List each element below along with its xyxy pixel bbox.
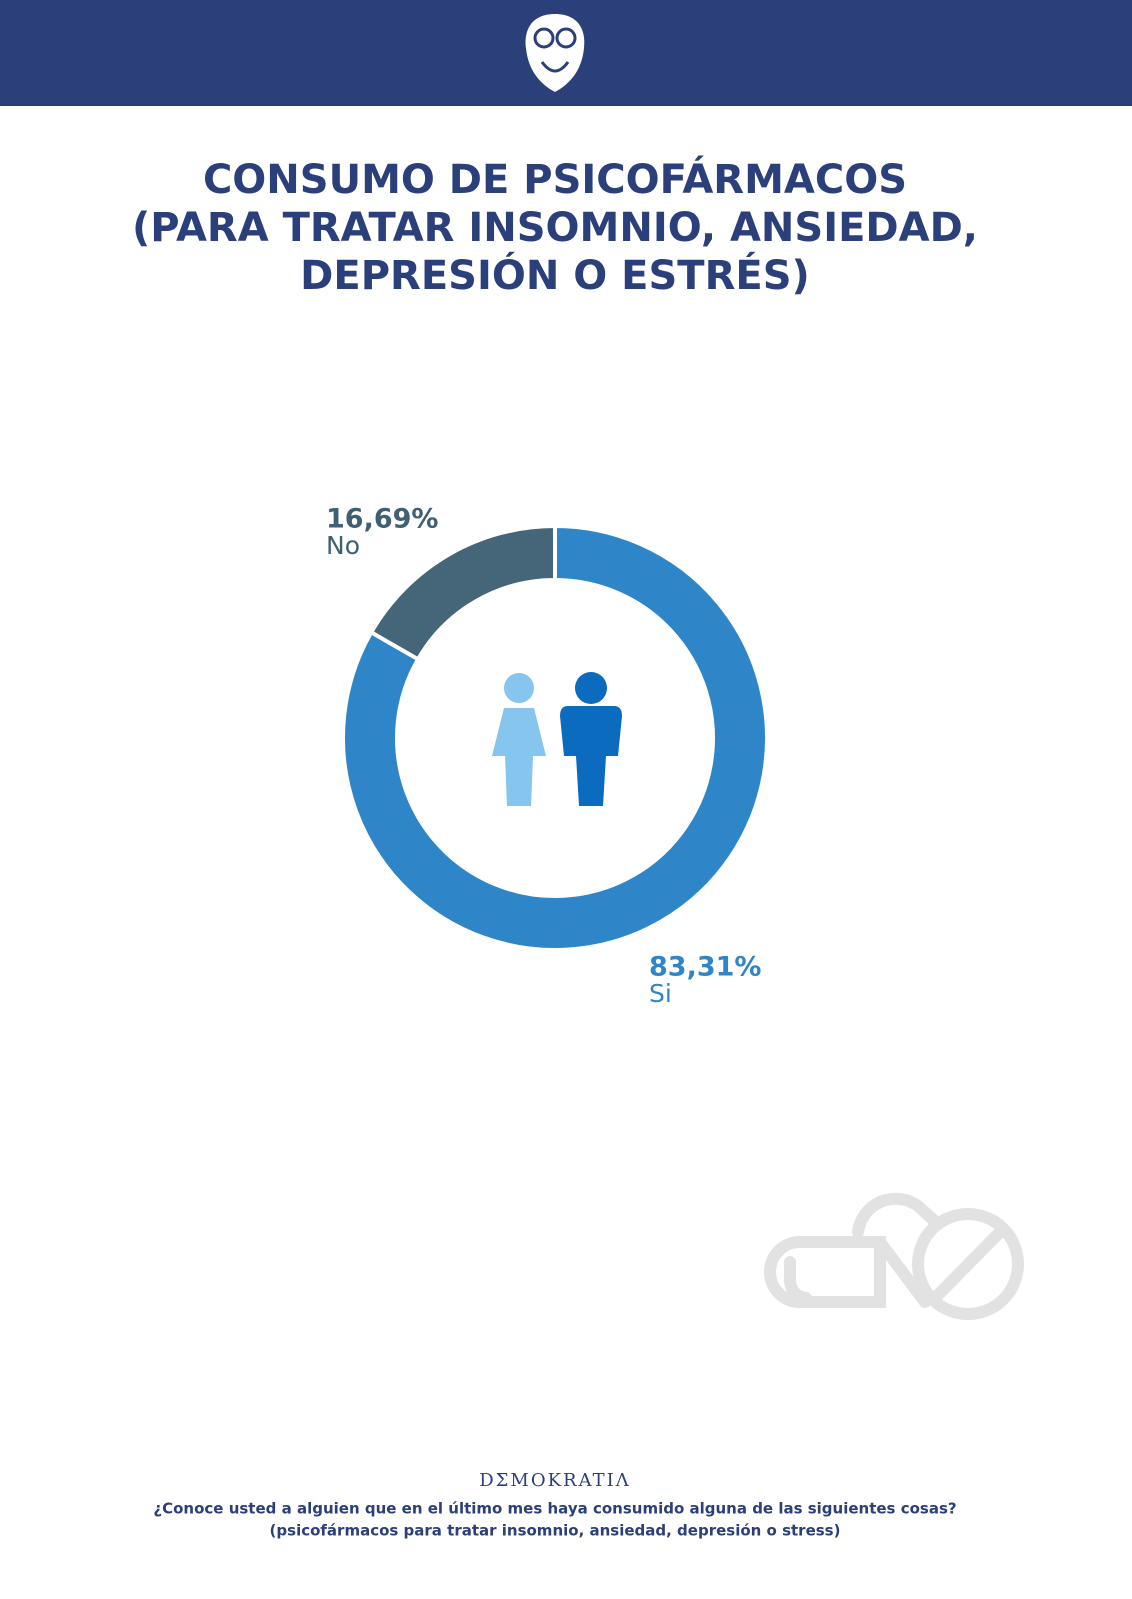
title-line: (PARA TRATAR INSOMNIO, ANSIEDAD, [132,205,978,251]
donut-slice [341,523,769,952]
value-label: 83,31% [649,952,761,983]
footnote-line: ¿Conoce usted a alguien que en el último… [153,1500,956,1518]
people-icon [492,672,622,806]
category-label: No [326,531,360,560]
pill-icon [764,1192,1024,1320]
title-line: DEPRESIÓN O ESTRÉS) [300,251,810,299]
title: CONSUMO DE PSICOFÁRMACOS(PARA TRATAR INS… [132,155,978,299]
title-line: CONSUMO DE PSICOFÁRMACOS [203,155,907,203]
category-label: Si [649,979,672,1008]
owl-logo [525,14,585,92]
brand: DΣMOKRATIΛ [479,1470,630,1491]
donut-slice [368,523,557,662]
footnote-line: (psicofármacos para tratar insomnio, ans… [270,1522,841,1540]
value-label: 16,69% [326,504,438,535]
